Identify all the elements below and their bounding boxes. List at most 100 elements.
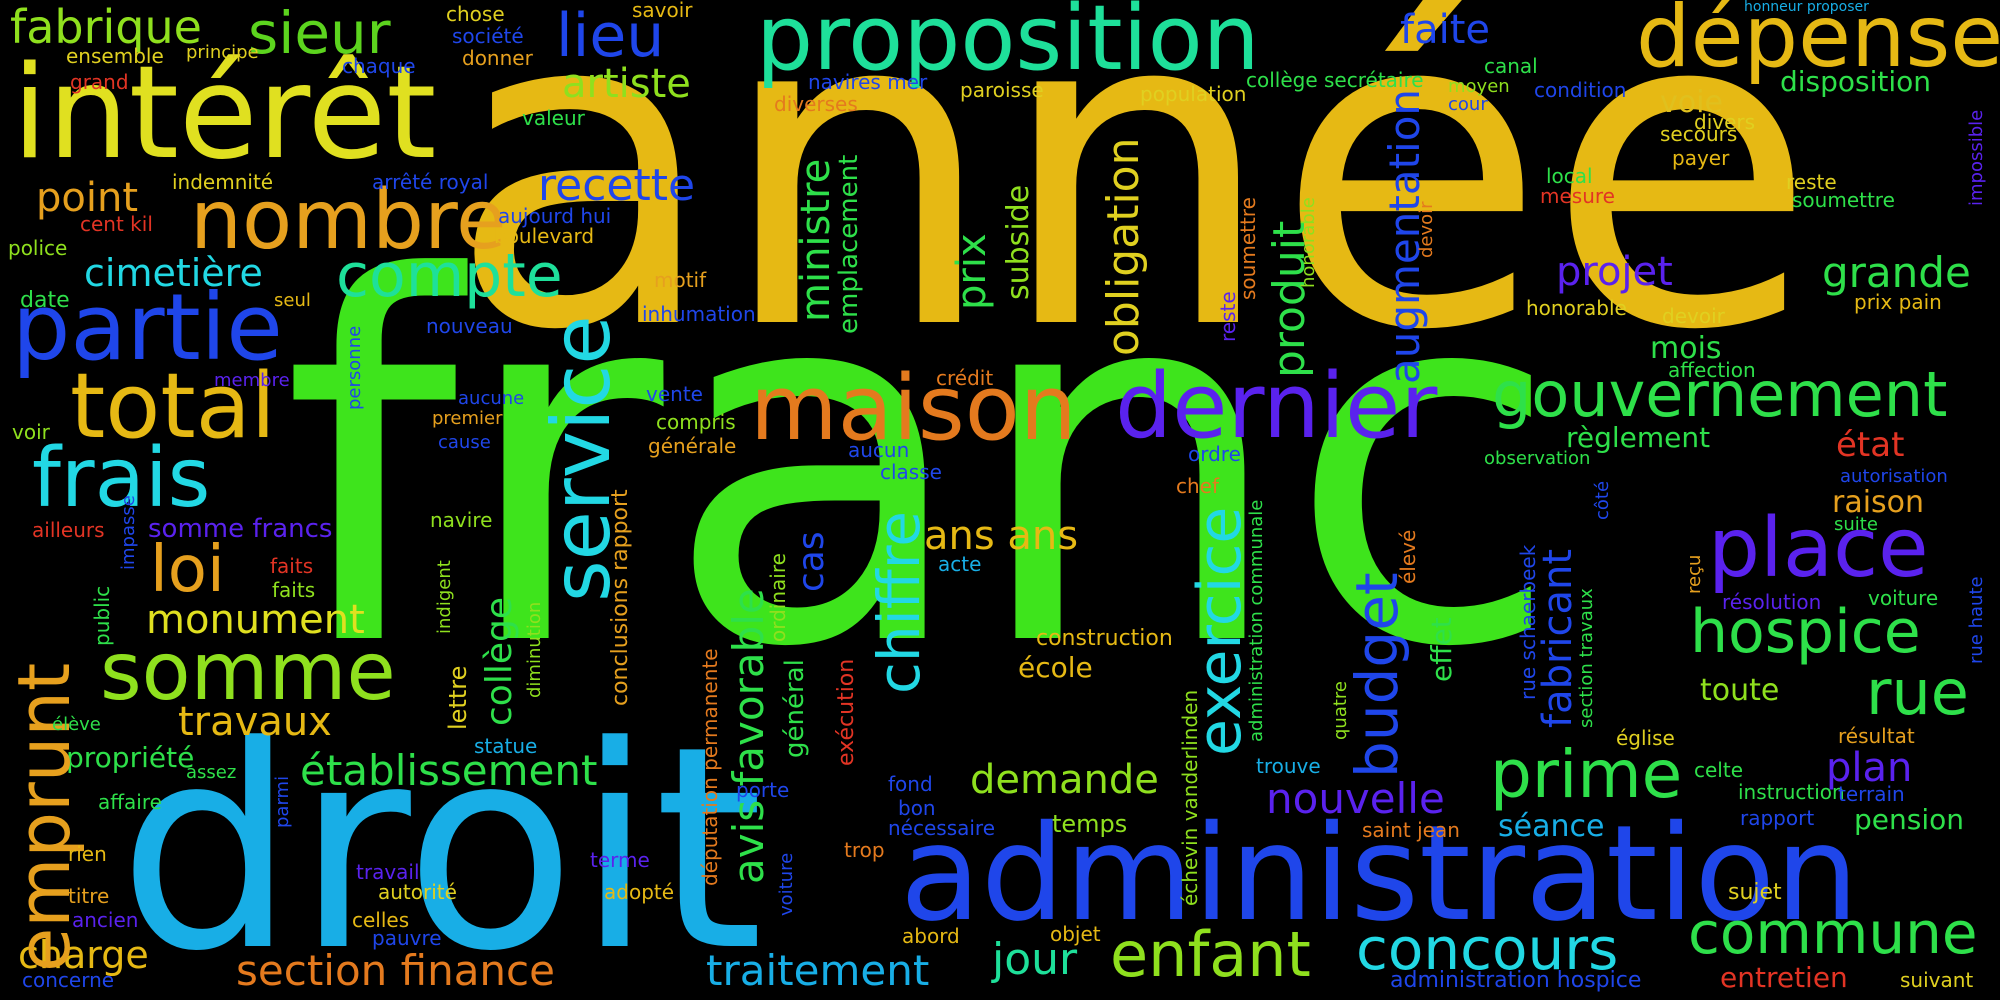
- word-impasse: impasse: [118, 495, 139, 570]
- word-rue-haute: rue haute: [1966, 576, 1987, 664]
- word-porte: voiture: [776, 852, 797, 916]
- word-traitement: traitement: [706, 946, 930, 995]
- word-travaux: travaux: [178, 699, 332, 745]
- word-toute: toute: [1700, 673, 1780, 708]
- word-personne: personne: [344, 325, 365, 410]
- word-premier: premier: [432, 408, 503, 429]
- word-execution: exécution: [834, 658, 859, 766]
- word-demande: demande: [970, 757, 1159, 803]
- word-entretien: entretien: [1720, 961, 1848, 994]
- word-echevin-vanderlinden: échevin vanderlinden: [1178, 689, 1202, 906]
- word-deputation-permanente: députation permanente: [698, 648, 722, 886]
- word-raison: raison: [1832, 485, 1925, 520]
- word-ordinaire: ordinaire: [766, 553, 790, 642]
- word-loi: loi: [150, 533, 225, 607]
- word-cas: cas: [791, 531, 832, 592]
- word-annee: année: [448, 0, 1817, 426]
- word-gouvernement: gouvernement: [1492, 358, 1948, 431]
- word-section-travaux: section travaux: [1576, 588, 1597, 728]
- word-eleve: élevé: [1396, 529, 1420, 584]
- word-prix: prix: [949, 233, 995, 310]
- word-travaux-publics: règlement: [1566, 421, 1711, 454]
- word-lieu: lieu: [556, 1, 665, 71]
- word-projet: projet: [1556, 249, 1673, 295]
- word-chiffre: chiffre: [865, 511, 933, 694]
- word-prime: prime: [1490, 736, 1683, 813]
- word-observation: autorisation: [1840, 466, 1948, 487]
- word-reglement-text: observation: [1484, 448, 1591, 469]
- word-compte: compte: [336, 241, 563, 311]
- word-effet: effet: [1425, 617, 1458, 682]
- word-point: point: [36, 175, 139, 221]
- word-charge: charge: [18, 933, 149, 977]
- word-mois: mois: [1650, 331, 1722, 366]
- word-place: place: [1708, 501, 1929, 596]
- word-emplacement: emplacement: [834, 154, 864, 334]
- word-voie: voie: [1660, 85, 1723, 120]
- word-lettre: lettre: [444, 665, 472, 730]
- word-cimetiere: cimetière: [84, 251, 263, 295]
- word-alignement: soumettre: [1236, 197, 1260, 300]
- word-indigent: indigent: [434, 560, 455, 634]
- word-conclusions-rapport: conclusions rapport: [608, 489, 633, 706]
- word-obligation: obligation: [1098, 137, 1149, 356]
- word-college: collège: [479, 597, 520, 726]
- word-administration-hospice: administration hospice: [1390, 968, 1642, 993]
- word-franc: franc: [282, 174, 1562, 756]
- word-budget: budget: [1343, 572, 1411, 778]
- word-dernier: dernier: [1115, 354, 1438, 459]
- word-total: total: [70, 354, 276, 459]
- word-aucune: aucune: [458, 388, 525, 409]
- word-proposition: proposition: [756, 0, 1260, 91]
- word-cote: côté: [1592, 480, 1613, 520]
- word-faite: faite: [1400, 7, 1490, 53]
- word-possible: honorable: [1298, 197, 1319, 288]
- word-somme: somme: [100, 625, 396, 718]
- word-grande: grande: [1822, 248, 1971, 297]
- word-etablissement: établissement: [300, 746, 598, 795]
- word-monument: monument: [146, 597, 365, 643]
- word-somme-francs: somme francs: [148, 514, 333, 544]
- word-recu: reçu: [1684, 554, 1705, 594]
- word-fabricant: fabricant: [1535, 548, 1581, 728]
- word-artiste: artiste: [562, 61, 691, 107]
- word-college-secretaire: devoir: [1416, 201, 1437, 258]
- word-subside: subside: [1001, 184, 1036, 300]
- word-enfant: enfant: [1110, 918, 1311, 991]
- word-droit: droit: [118, 687, 764, 1000]
- word-fabrique: fabrique: [10, 0, 202, 54]
- word-propriete: propriété: [66, 741, 195, 774]
- word-recette: recette: [538, 160, 696, 211]
- word-sieur: sieur: [248, 0, 391, 67]
- word-partie: partie: [12, 274, 283, 381]
- word-emprunt: emprunt: [2, 662, 86, 972]
- word-disposition: disposition: [1780, 65, 1932, 98]
- word-general: général: [780, 659, 810, 758]
- word-proprietaire: reste: [1216, 291, 1240, 342]
- word-nombre: nombre: [190, 173, 507, 268]
- word-public: public: [90, 585, 114, 646]
- word-hospice: hospice: [1690, 597, 1921, 667]
- word-ecole: école: [1018, 651, 1093, 684]
- word-commune: commune: [1688, 899, 1978, 967]
- word-plan: plan: [1826, 745, 1913, 791]
- word-pension: pension: [1854, 803, 1964, 836]
- word-rue: rue: [1866, 656, 1969, 729]
- word-administration: administration: [900, 797, 1859, 951]
- word-jour: jour: [992, 934, 1078, 985]
- word-depense: dépense: [1636, 0, 2000, 87]
- word-administration-communale: administration communale: [1246, 499, 1267, 742]
- word-section-finance: section finance: [236, 946, 555, 995]
- word-concours: concours: [1356, 915, 1619, 983]
- word-etat: état: [1836, 425, 1905, 465]
- word-nouvelle: nouvelle: [1266, 774, 1445, 823]
- word-ans-ans: ans ans: [924, 513, 1079, 559]
- word-avis-favorable: avis favorable: [724, 588, 773, 884]
- word-maison: maison: [750, 356, 1077, 461]
- word-rue-schaerbeek: rue schaerbeek: [1516, 544, 1540, 700]
- word-parmi: parmi: [272, 775, 293, 828]
- word-diminution: diminution: [524, 601, 545, 698]
- word-frais: frais: [32, 431, 211, 526]
- word-impossible: impossible: [1966, 109, 1987, 206]
